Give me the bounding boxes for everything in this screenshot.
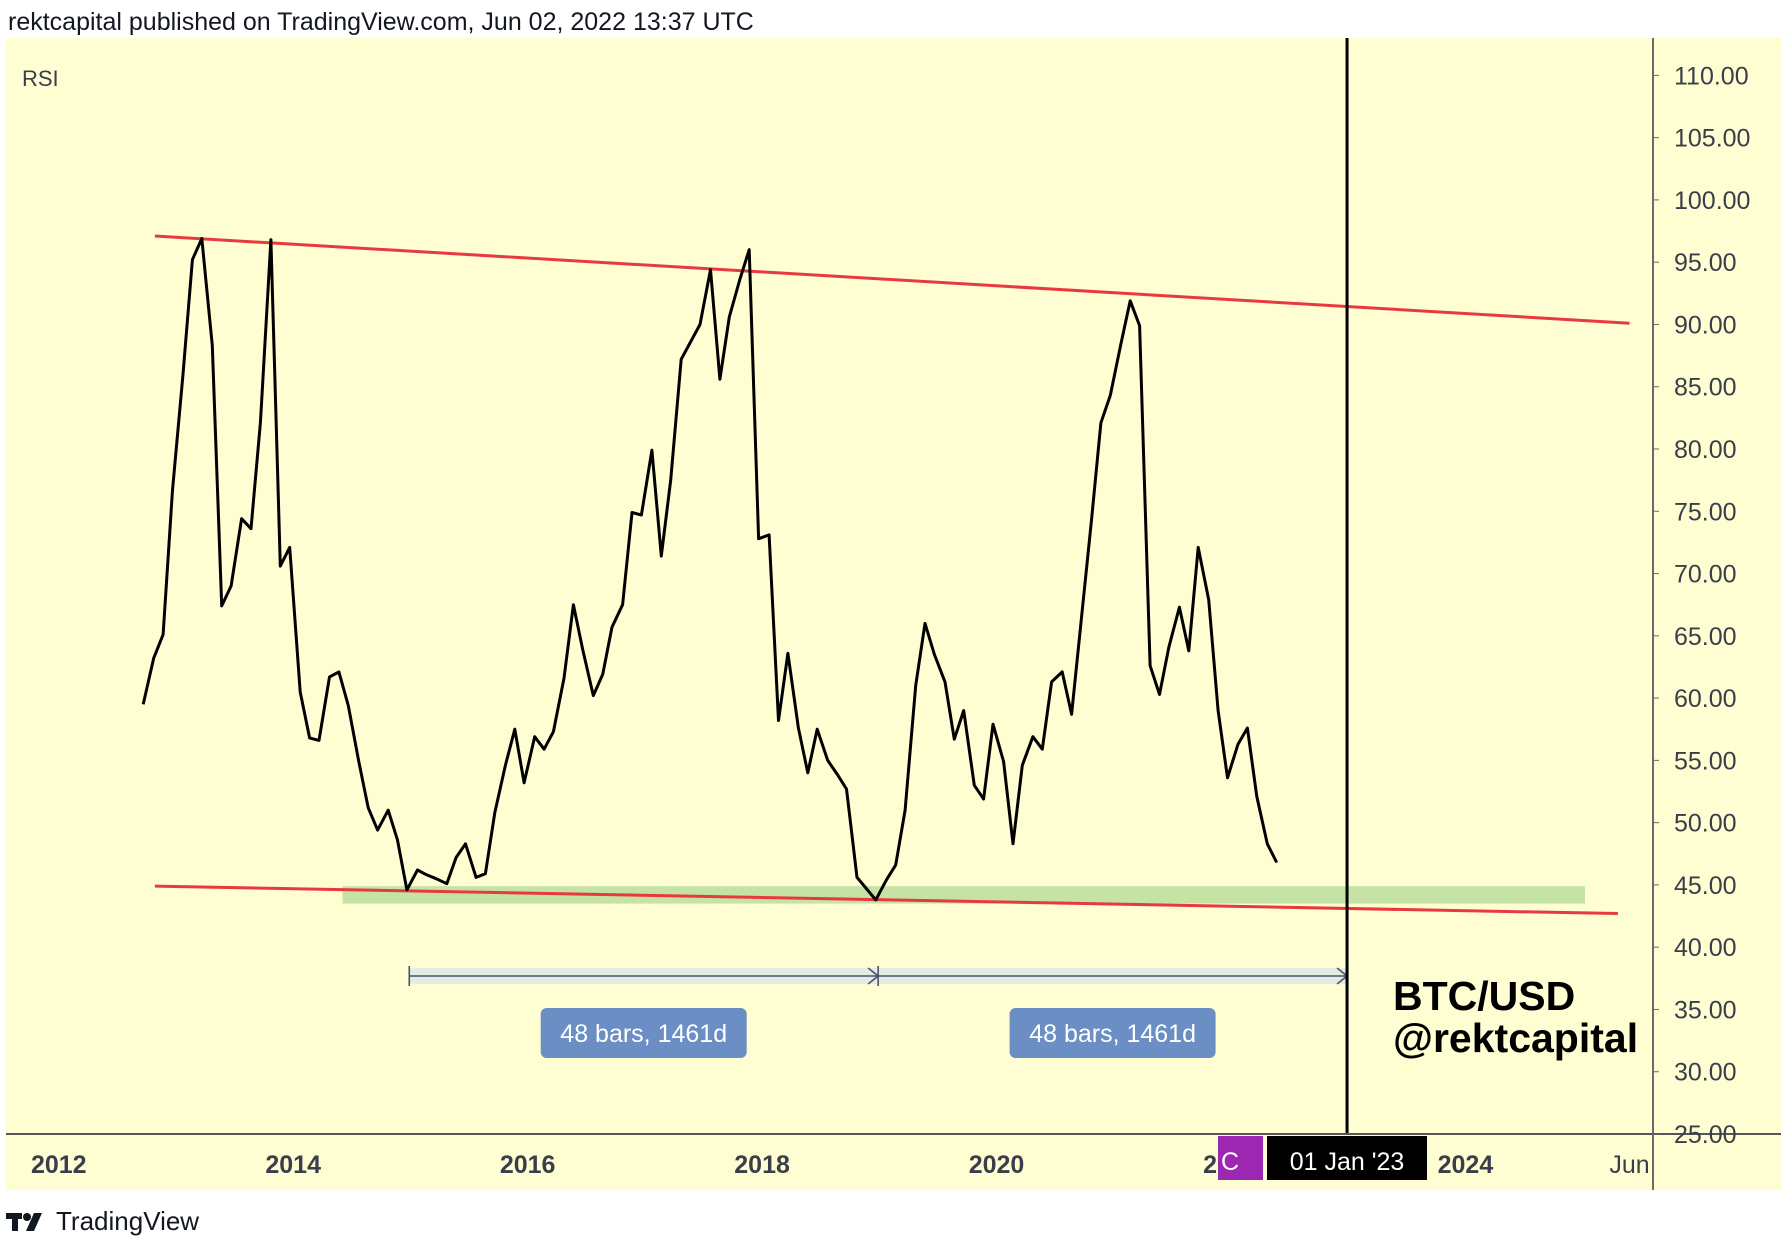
y-tick-label: 105.00 [1674, 125, 1750, 153]
y-tick-label: 70.00 [1674, 561, 1737, 589]
y-tick-label: 25.00 [1674, 1121, 1737, 1149]
x-tick-label: 2014 [265, 1151, 321, 1179]
publish-header: rektcapital published on TradingView.com… [8, 8, 754, 36]
chart-pane-background [6, 38, 1781, 1190]
x-tick-label: 2018 [734, 1151, 790, 1179]
y-tick-label: 90.00 [1674, 311, 1737, 339]
y-tick-label: 110.00 [1674, 62, 1749, 90]
footer-brand-text: TradingView [56, 1206, 200, 1236]
footer-brand[interactable]: TradingView [6, 1206, 199, 1237]
crosshair-badge-partial [1218, 1136, 1263, 1180]
date-range-label-box [1009, 1008, 1216, 1058]
watermark-symbol: BTC/USD [1393, 973, 1575, 1019]
y-tick-label: 45.00 [1674, 872, 1737, 900]
x-tick-label: 2016 [500, 1151, 556, 1179]
y-tick-label: 100.00 [1674, 187, 1750, 215]
trendline-support [154, 884, 1618, 916]
crosshair-time-badges: C 01 Jan '23 [1218, 1136, 1427, 1180]
x-tick-label: Jun [1609, 1151, 1649, 1179]
watermark-author: @rektcapital [1393, 1015, 1638, 1061]
y-tick-label: 50.00 [1674, 810, 1737, 838]
pane-label-rsi: RSI [22, 66, 59, 91]
y-tick-label: 65.00 [1674, 623, 1737, 651]
y-tick-label: 85.00 [1674, 374, 1737, 402]
y-tick-label: 75.00 [1674, 498, 1737, 526]
price-axis[interactable]: 110.00 105.00 100.00 95.00 90.00 85.00 80.00 75… [1653, 62, 1750, 1149]
x-tick-label: 2012 [31, 1151, 87, 1179]
date-range-label: 48 bars, 1461d [1029, 1020, 1196, 1048]
plot-layer: 48 bars, 1461d 48 bars, 1461d [141, 38, 1630, 1134]
crosshair-date-badge [1267, 1136, 1427, 1180]
date-range-label-box [540, 1008, 747, 1058]
y-tick-label: 40.00 [1674, 934, 1737, 962]
rsi-chart[interactable]: 48 bars, 1461d 48 bars, 1461d 110.00 105.0… [0, 0, 1781, 1190]
crosshair-partial-label: C [1221, 1148, 1239, 1176]
y-tick-label: 95.00 [1674, 249, 1737, 277]
rsi-series-line [141, 237, 1279, 902]
y-tick-label: 35.00 [1674, 996, 1737, 1024]
crosshair-date-label: 01 Jan '23 [1290, 1148, 1405, 1176]
y-tick-label: 80.00 [1674, 436, 1737, 464]
date-range-label: 48 bars, 1461d [560, 1020, 727, 1048]
x-tick-label: 2024 [1438, 1151, 1494, 1179]
y-tick-label: 30.00 [1674, 1059, 1737, 1087]
tradingview-logo-icon [6, 1212, 42, 1231]
support-zone [342, 886, 1586, 904]
y-tick-label: 60.00 [1674, 685, 1737, 713]
x-tick-label: 2020 [969, 1151, 1025, 1179]
y-tick-label: 55.00 [1674, 747, 1737, 775]
trendline-resistance [154, 234, 1630, 325]
time-axis[interactable]: 2012201420162018202020222024Jun [31, 1151, 1650, 1179]
